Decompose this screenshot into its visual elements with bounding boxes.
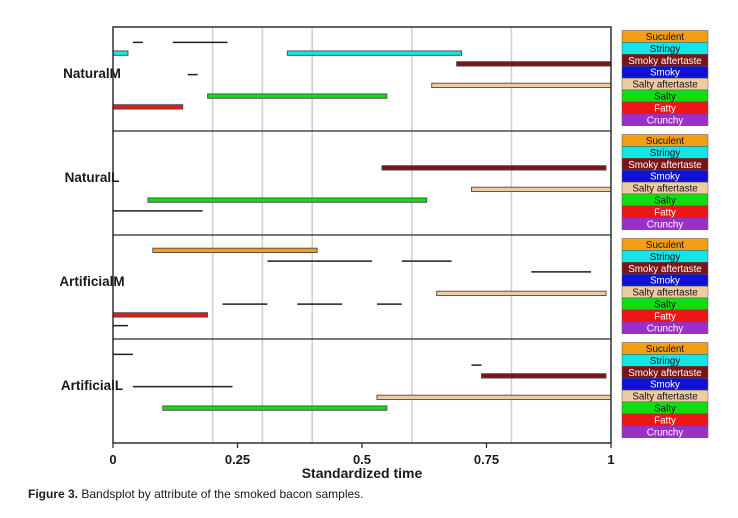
band-bar [481, 373, 607, 379]
band-bar [471, 186, 612, 193]
x-tick-label: 1 [607, 452, 614, 467]
legend-swatch [621, 425, 709, 438]
legend-label: Suculent [646, 240, 684, 251]
legend-label: Fatty [654, 103, 676, 114]
panel-label: NaturalM [63, 66, 121, 81]
band-bar [376, 394, 612, 401]
panel-label: ArtificialL [61, 378, 123, 393]
x-tick-label: 0.5 [353, 452, 371, 467]
legend-label: Suculent [646, 32, 684, 43]
legend-label: Smoky [650, 380, 680, 391]
legend-label: Salty aftertaste [632, 288, 698, 299]
legend-label: Stringy [650, 252, 681, 263]
band-bar [436, 290, 607, 297]
legend-label: Salty [654, 404, 676, 415]
x-tick-label: 0 [109, 452, 116, 467]
legend-label: Salty [654, 92, 676, 103]
band-bar [112, 104, 184, 110]
band-bar [381, 165, 607, 171]
legend-label: Salty [654, 300, 676, 311]
x-tick-label: 0.25 [225, 452, 250, 467]
legend-label: Fatty [654, 207, 676, 218]
legend-label: Smoky [650, 276, 680, 287]
legend-label: Stringy [650, 44, 681, 55]
legend-label: Fatty [654, 415, 676, 426]
band-bar [112, 312, 209, 318]
x-axis-label: Standardized time [302, 465, 423, 481]
legend-label: Salty aftertaste [632, 184, 698, 195]
legend-swatch [621, 217, 709, 230]
band-bar [162, 405, 388, 411]
band-bar [207, 93, 388, 99]
legend-label: Suculent [646, 136, 684, 147]
panel-label: NaturalL [65, 170, 120, 185]
legend-label: Smoky aftertaste [628, 368, 702, 379]
legend-label: Stringy [650, 356, 681, 367]
legend-swatch [621, 113, 709, 126]
caption-text: Bandsplot by attribute of the smoked bac… [78, 487, 364, 501]
band-bar [147, 197, 428, 203]
band-bar [286, 50, 463, 56]
legend-label: Stringy [650, 148, 681, 159]
legend-swatch [621, 321, 709, 334]
legend-label: Fatty [654, 311, 676, 322]
legend-label: Smoky aftertaste [628, 264, 702, 275]
band-bar [431, 82, 612, 89]
x-tick-label: 0.75 [474, 452, 499, 467]
legend-label: Smoky aftertaste [628, 56, 702, 67]
legend-label: Salty aftertaste [632, 392, 698, 403]
band-bar [112, 50, 129, 56]
legend-label: Smoky [650, 68, 680, 79]
legend-label: Salty [654, 196, 676, 207]
legend-label: Smoky aftertaste [628, 160, 702, 171]
legend-label: Smoky [650, 172, 680, 183]
caption-label: Figure 3. [28, 487, 79, 501]
legend-label: Salty aftertaste [632, 80, 698, 91]
legend-label: Crunchy [647, 219, 684, 230]
legend-label: Crunchy [647, 427, 684, 438]
legend-label: Crunchy [647, 115, 684, 126]
figure-caption: Figure 3. Bandsplot by attribute of the … [28, 487, 364, 501]
legend-label: Crunchy [647, 323, 684, 334]
panel-label: ArtificialM [59, 274, 124, 289]
legend-label: Suculent [646, 344, 684, 355]
band-bar [456, 61, 612, 67]
band-bar [152, 247, 318, 254]
